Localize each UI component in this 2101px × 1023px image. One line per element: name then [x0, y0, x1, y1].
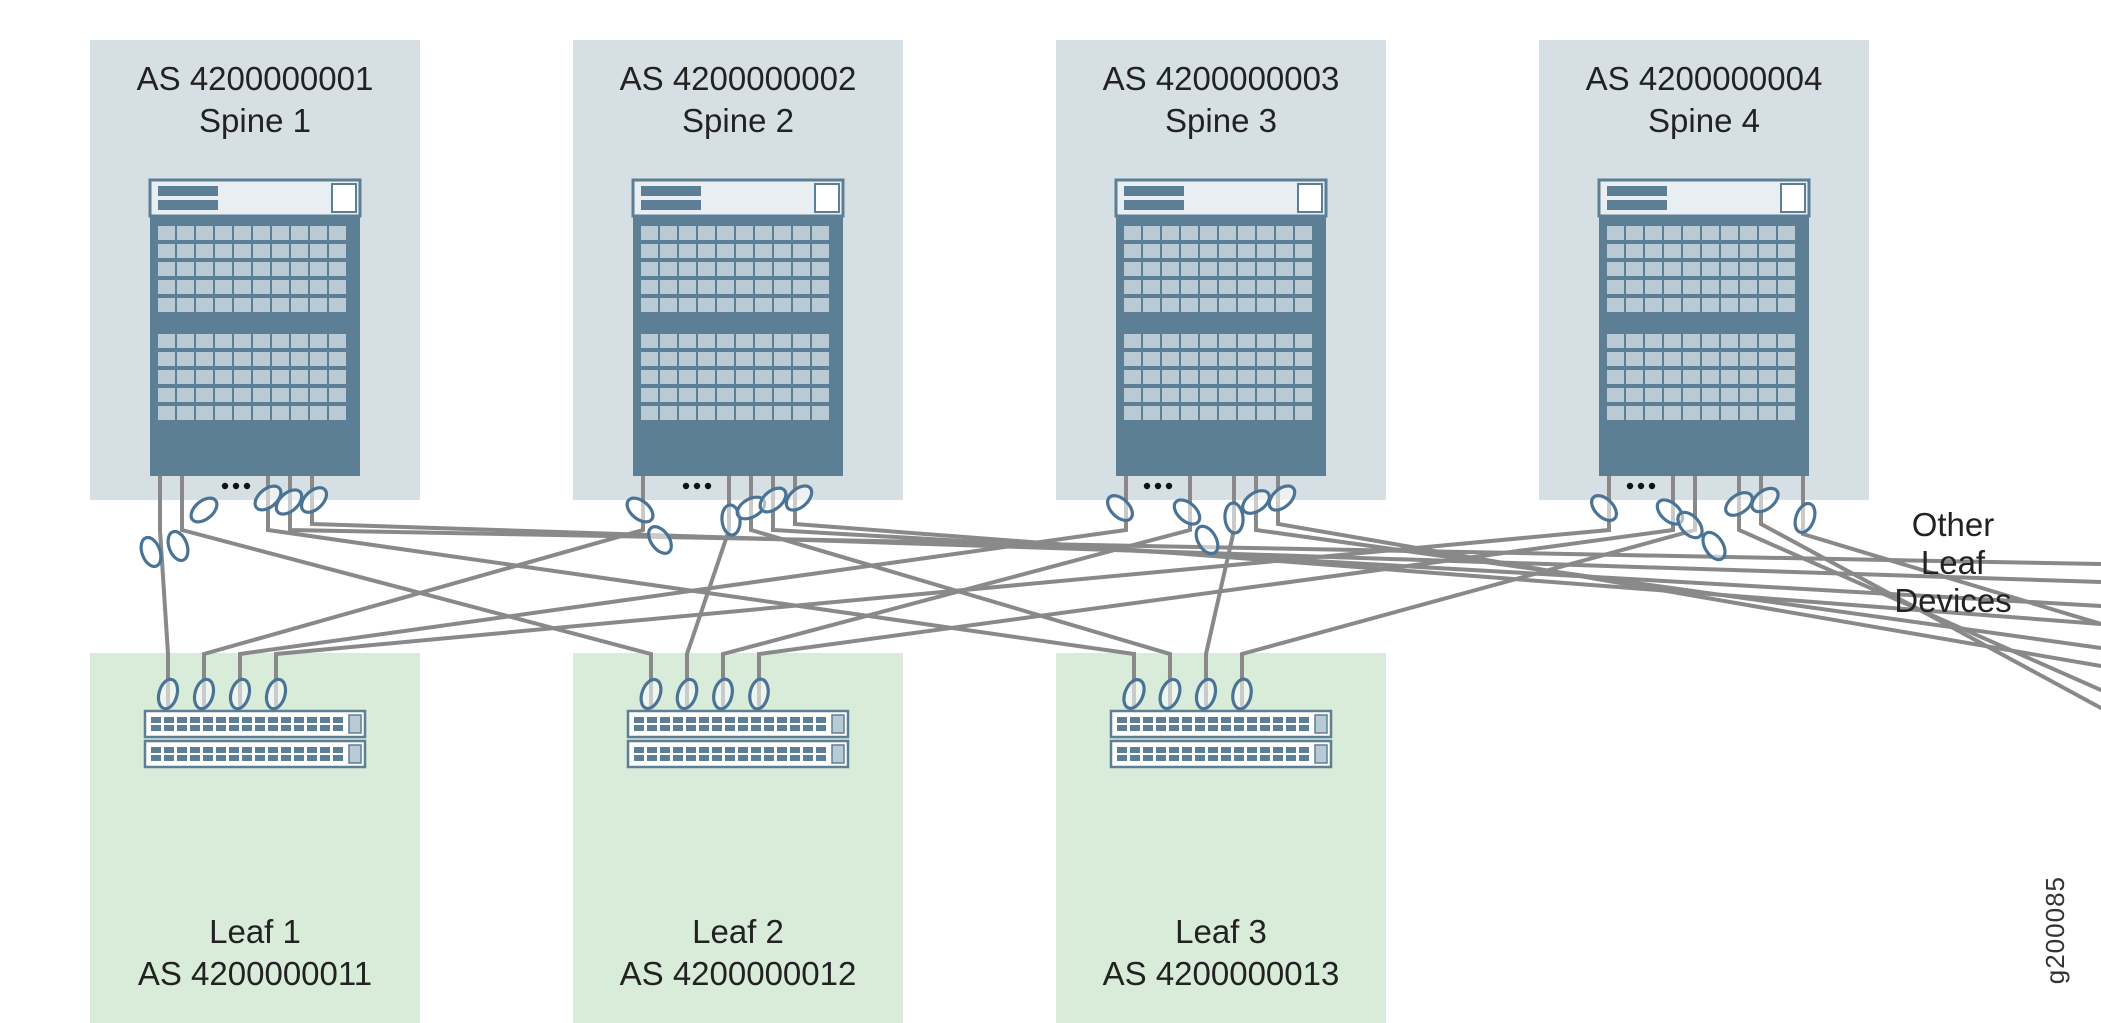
spine-as-label-4: AS 4200000004 — [1539, 60, 1869, 98]
leaf-name-label-1: Leaf 1 — [90, 913, 420, 951]
leaf-as-label-2: AS 4200000012 — [573, 955, 903, 993]
other-line2: Leaf — [1878, 544, 2028, 582]
spine-name-label-1: Spine 1 — [90, 102, 420, 140]
leaf-as-label-3: AS 4200000013 — [1056, 955, 1386, 993]
spine-as-label-2: AS 4200000002 — [573, 60, 903, 98]
other-leaf-label: Other Leaf Devices — [1878, 506, 2028, 620]
spine-name-label-2: Spine 2 — [573, 102, 903, 140]
other-line3: Devices — [1878, 582, 2028, 620]
spine-as-label-1: AS 4200000001 — [90, 60, 420, 98]
figure-id: g200085 — [2040, 876, 2071, 984]
spine-name-label-3: Spine 3 — [1056, 102, 1386, 140]
other-line1: Other — [1878, 506, 2028, 544]
spine-as-label-3: AS 4200000003 — [1056, 60, 1386, 98]
spine-name-label-4: Spine 4 — [1539, 102, 1869, 140]
leaf-as-label-1: AS 4200000011 — [90, 955, 420, 993]
leaf-name-label-3: Leaf 3 — [1056, 913, 1386, 951]
leaf-name-label-2: Leaf 2 — [573, 913, 903, 951]
